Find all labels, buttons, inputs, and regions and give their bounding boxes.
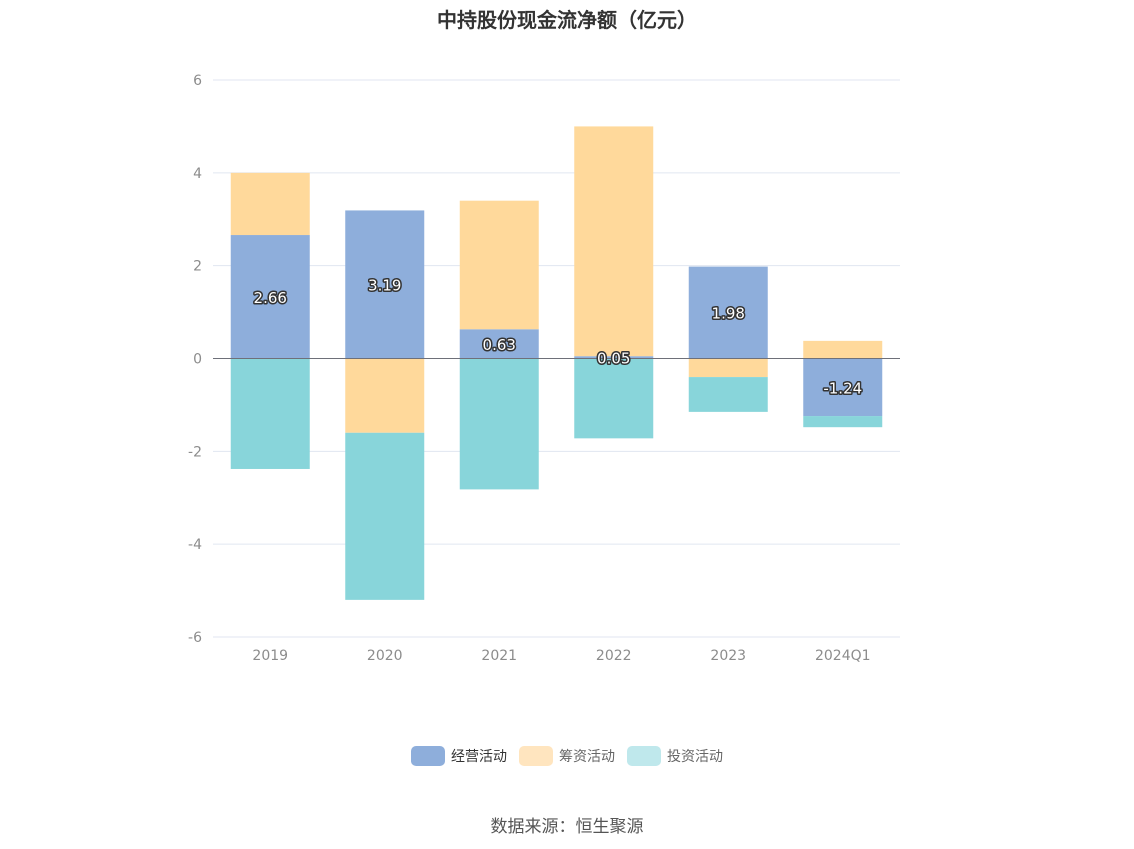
- bar-segment: [345, 210, 425, 359]
- bar-segment: [688, 266, 768, 359]
- y-tick-label: 4: [193, 166, 202, 182]
- bars: [230, 126, 883, 600]
- x-tick-label: 2019: [252, 648, 288, 664]
- data-label: -1.24: [823, 379, 862, 397]
- bar-segment: [688, 358, 768, 378]
- data-label: 0.63: [483, 336, 516, 354]
- legend-item[interactable]: 投资活动: [627, 746, 723, 766]
- bar-segment: [345, 358, 425, 433]
- y-tick-label: 0: [193, 352, 202, 368]
- y-tick-label: -6: [188, 630, 202, 646]
- x-tick-label: 2021: [481, 648, 517, 664]
- bar-segment: [345, 432, 425, 600]
- y-tick-label: 2: [193, 259, 202, 275]
- bar-segment: [574, 356, 654, 359]
- bar-segment: [459, 329, 539, 359]
- bar-segment: [230, 358, 310, 469]
- y-tick-label: -4: [188, 537, 202, 553]
- chart-plot: 2.66 3.19 0.63 0.05 1.98 -1.24 6 4 2 0 -2 -4 -6 2019…: [188, 73, 900, 664]
- chart-title: 中持股份现金流净额（亿元）: [437, 8, 697, 32]
- bar-segment: [459, 358, 539, 490]
- legend-label: 投资活动: [667, 749, 723, 765]
- legend-label: 经营活动: [451, 749, 507, 765]
- legend-item[interactable]: 经营活动: [411, 746, 507, 766]
- bar-segment: [230, 172, 310, 236]
- legend-swatch: [519, 746, 553, 766]
- bar-segment: [803, 358, 883, 417]
- legend-item[interactable]: 筹资活动: [519, 746, 615, 766]
- bar-segment: [803, 416, 883, 428]
- data-labels: 2.66 3.19 0.63 0.05 1.98 -1.24: [252, 275, 864, 399]
- bar-segment: [688, 377, 768, 412]
- y-tick-label: -2: [188, 444, 202, 460]
- legend-swatch: [411, 746, 445, 766]
- bar-segment: [459, 200, 539, 330]
- x-tick-label: 2022: [596, 648, 632, 664]
- legend: 经营活动 筹资活动 投资活动: [0, 746, 1134, 766]
- x-tick-label: 2024Q1: [815, 648, 871, 664]
- bar-segment: [574, 126, 654, 357]
- x-tick-label: 2020: [367, 648, 403, 664]
- y-tick-label: 6: [193, 73, 202, 89]
- legend-swatch: [627, 746, 661, 766]
- data-label: 2.66: [254, 289, 287, 307]
- data-label: 0.05: [597, 349, 630, 367]
- axis-labels: 6 4 2 0 -2 -4 -6 2019 2020 2021 2022 2023 2024Q1: [188, 73, 871, 664]
- bar-segment: [230, 235, 310, 359]
- data-label: 1.98: [712, 305, 745, 323]
- legend-label: 筹资活动: [559, 749, 615, 765]
- bar-segment: [803, 340, 883, 359]
- zero-line: [213, 358, 900, 638]
- source-note: 数据来源：恒生聚源: [490, 817, 644, 837]
- bar-segment: [574, 358, 654, 439]
- data-label: 3.19: [368, 276, 401, 294]
- x-tick-label: 2023: [710, 648, 746, 664]
